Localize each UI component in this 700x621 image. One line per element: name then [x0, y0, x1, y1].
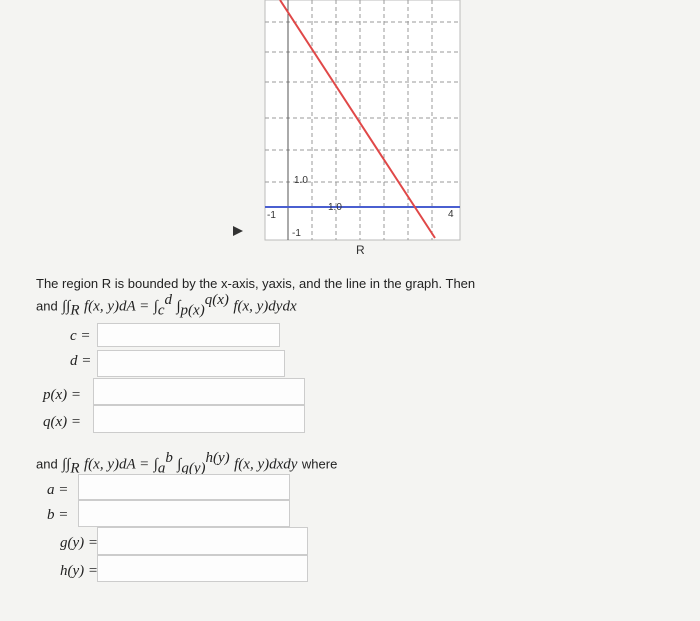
formula-text: ∫: [176, 298, 181, 315]
answer-input[interactable]: [97, 555, 308, 582]
grid: [265, 0, 460, 240]
formula-text: ∫∫: [62, 298, 71, 315]
answer-input[interactable]: [97, 323, 280, 347]
answer-input[interactable]: [97, 527, 308, 555]
cursor: [233, 226, 243, 236]
formula-text: ∫∫: [62, 456, 71, 473]
field-label: d =: [70, 353, 92, 369]
field-label: c =: [70, 328, 91, 344]
answer-input[interactable]: [78, 474, 290, 500]
axis-label: -1: [267, 210, 276, 221]
answer-input[interactable]: [78, 500, 290, 527]
formula-text: d: [164, 292, 172, 308]
formula-text: q(x): [204, 292, 229, 308]
formula-text: ∫: [153, 456, 158, 473]
formula-text: f(x, y)dA =: [84, 456, 150, 473]
answer-input[interactable]: [97, 350, 285, 377]
formula-text: g(y): [181, 460, 206, 477]
formula-text: f(x, y)dxdy: [234, 456, 298, 473]
answer-input[interactable]: [93, 378, 305, 405]
formula-text: ∫: [177, 456, 182, 473]
answer-input[interactable]: [93, 405, 305, 433]
graph-frame: [264, 0, 461, 241]
axis-label: -1: [292, 228, 301, 239]
axis-label: 1.0: [328, 202, 342, 213]
formula-text: f(x, y)dydx: [233, 298, 297, 315]
formula-text: and: [36, 298, 58, 314]
field-label: b =: [47, 507, 69, 523]
formula: and ∫∫R f(x, y)dA = ∫cd ∫p(x)q(x) f(x, y…: [36, 292, 297, 320]
formula-text: p(x): [180, 302, 205, 319]
field-label: q(x) =: [43, 414, 82, 430]
formula-text: R: [70, 302, 80, 319]
field-label: h(y) =: [60, 563, 99, 579]
region-line: [279, 0, 436, 239]
formula-text: a: [157, 460, 166, 477]
formula-text: f(x, y)dA =: [84, 298, 150, 315]
formula-text: c: [157, 302, 165, 319]
axis-label: 1.0: [294, 175, 308, 186]
graph-caption: R: [356, 243, 365, 257]
field-label: a =: [47, 482, 69, 498]
field-label: p(x) =: [43, 387, 82, 403]
formula-text: b: [165, 450, 173, 466]
field-label: g(y) =: [60, 535, 99, 551]
formula-text: R: [70, 460, 80, 477]
problem-text: The region R is bounded by the x-axis, y…: [36, 276, 476, 291]
formula-text: h(y): [205, 450, 230, 466]
formula-text: where: [301, 456, 338, 472]
formula: and ∫∫R f(x, y)dA = ∫ab ∫g(y)h(y) f(x, y…: [36, 450, 337, 478]
axis-label: 4: [448, 209, 454, 220]
graph: 1.0 1.0 -1 -1 4 R: [233, 0, 461, 257]
formula-text: ∫: [153, 298, 158, 315]
formula-text: and: [36, 456, 58, 472]
